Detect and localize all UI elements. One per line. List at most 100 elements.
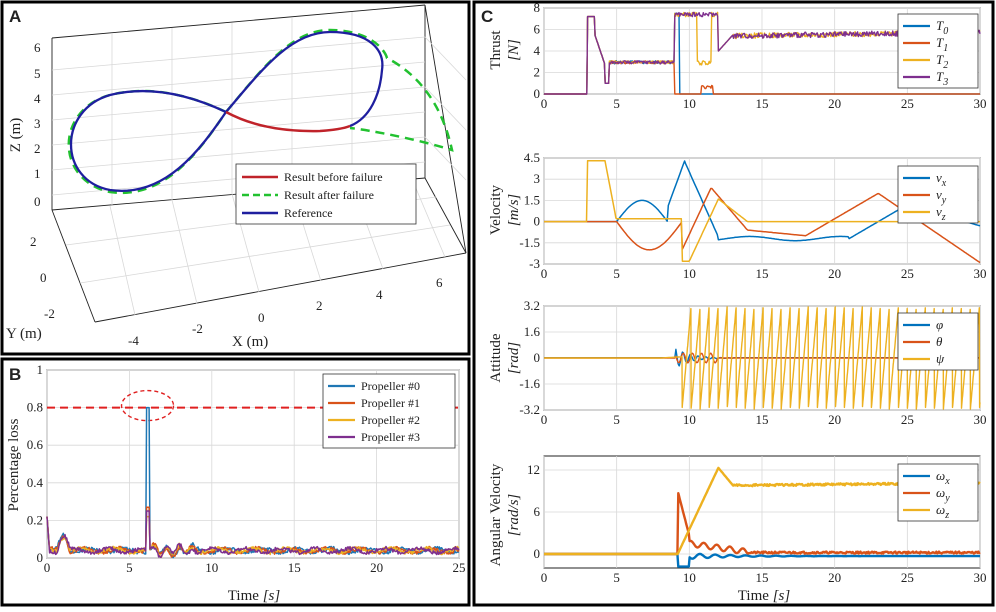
legend-symbol: T <box>936 35 944 50</box>
legend-symbol: φ <box>936 317 943 332</box>
velocity-ylabel: Velocity <box>488 185 504 235</box>
y-tick: 0 <box>40 270 47 285</box>
3d-grid <box>51 12 467 316</box>
attitude-legend-label: ψ <box>936 351 945 366</box>
reference-curve <box>69 30 384 193</box>
velocity-y-tick: -1.5 <box>519 235 540 250</box>
y-axis-label: Y (m) <box>6 326 42 342</box>
legend-symbol: T <box>936 52 944 67</box>
panel-b-y-tick: 0.8 <box>27 400 43 415</box>
y-axis-ticks: 2 0 -2 <box>30 234 55 321</box>
panel-b-legend-label: Propeller #3 <box>361 430 420 444</box>
panel-b-x-tick: 10 <box>205 560 218 575</box>
thrust-x-tick: 30 <box>974 96 987 111</box>
velocity-x-tick: 25 <box>901 266 914 281</box>
angular-x-tick: 30 <box>974 570 987 585</box>
thrust-legend-label: T1 <box>936 35 948 54</box>
velocity-x-tick: 30 <box>974 266 987 281</box>
panel-b-y-tick: 0.4 <box>27 475 44 490</box>
xlabel-text: Time <box>228 588 263 604</box>
thrust-yunit: [N] <box>506 39 522 61</box>
panel-a-letter: A <box>9 7 21 26</box>
panel-b-legend-label: Propeller #0 <box>361 379 420 393</box>
angular-ylabel: Angular Velocity <box>488 463 504 566</box>
legend-subscript: 2 <box>943 60 948 71</box>
x-axis-label: X (m) <box>232 334 268 350</box>
legend-symbol: T <box>936 69 944 84</box>
attitude-x-tick: 20 <box>828 412 841 427</box>
legend-symbol: v <box>936 204 942 219</box>
legend-symbol: v <box>936 187 942 202</box>
velocity-x-tick: 15 <box>756 266 769 281</box>
attitude-ylabel: Attitude <box>488 333 504 383</box>
panel-b-x-tick: 15 <box>288 560 301 575</box>
attitude-legend-label: θ <box>936 334 943 349</box>
thrust-y-tick: 6 <box>534 22 541 37</box>
attitude-y-tick: -1.6 <box>519 376 540 391</box>
before-failure-curve <box>225 110 351 133</box>
xlabel-text: Time <box>738 588 773 604</box>
legend-symbol: T <box>936 18 944 33</box>
legend-symbol: ω <box>936 502 945 517</box>
angular-legend-box <box>897 463 979 522</box>
angular-legend-label: ωx <box>936 468 950 487</box>
panel-c-frame <box>472 0 995 607</box>
attitude-y-tick: 3.2 <box>524 298 540 313</box>
y-tick: 2 <box>30 234 37 249</box>
velocity-x-tick: 0 <box>541 266 548 281</box>
velocity-y-tick: 3 <box>534 171 541 186</box>
z-tick: 6 <box>34 40 41 55</box>
attitude-x-tick: 15 <box>756 412 769 427</box>
angular-legend-label: ωz <box>936 502 949 521</box>
legend-symbol: v <box>936 170 942 185</box>
thrust-y-tick: 4 <box>534 43 541 58</box>
legend-subscript: y <box>944 493 950 504</box>
thrust-x-tick: 25 <box>901 96 914 111</box>
angular-x-tick: 15 <box>756 570 769 585</box>
panel-b-letter: B <box>9 365 21 384</box>
thrust-y-tick: 2 <box>534 65 541 80</box>
attitude-x-tick: 0 <box>541 412 548 427</box>
attitude-legend-label: φ <box>936 317 943 332</box>
attitude-x-tick: 5 <box>613 412 620 427</box>
attitude-x-tick: 25 <box>901 412 914 427</box>
z-tick: 1 <box>34 166 41 181</box>
z-axis-ticks: 6 5 4 3 2 1 0 <box>34 40 41 209</box>
panel-b-legend-label: Propeller #1 <box>361 396 420 410</box>
legend-label-reference: Reference <box>284 206 333 220</box>
velocity-legend-label: vz <box>936 204 946 223</box>
legend-subscript: 3 <box>942 77 948 88</box>
angular-legend-label: ωy <box>936 485 950 504</box>
thrust-y-tick: 0 <box>534 86 541 101</box>
x-tick: 4 <box>376 287 383 302</box>
attitude-y-tick: -3.2 <box>519 402 540 417</box>
panel-b-frame <box>0 357 471 607</box>
legend-subscript: z <box>941 212 946 223</box>
y-tick: -2 <box>44 306 55 321</box>
x-tick: 2 <box>316 298 323 313</box>
x-tick: 6 <box>436 275 443 290</box>
thrust-legend-label: T0 <box>936 18 948 37</box>
thrust-x-tick: 5 <box>613 96 620 111</box>
z-tick: 5 <box>34 66 41 81</box>
thrust-x-tick: 15 <box>756 96 769 111</box>
thrust-y-tick: 8 <box>534 0 541 15</box>
legend-symbol: ω <box>936 485 945 500</box>
panel-b-x-tick: 5 <box>126 560 133 575</box>
legend-subscript: x <box>944 476 950 487</box>
panel-a-frame <box>0 0 471 356</box>
legend-subscript: z <box>944 510 949 521</box>
velocity-yunit: [m/s] <box>506 194 522 227</box>
panel-b-x-tick: 25 <box>453 560 466 575</box>
thrust-x-tick: 10 <box>683 96 696 111</box>
panel-b-x-tick: 20 <box>370 560 383 575</box>
panel-a: A <box>0 0 471 356</box>
panel-b-y-tick: 0 <box>37 550 44 565</box>
series-3-line <box>46 510 460 559</box>
legend-symbol: ω <box>936 468 945 483</box>
z-tick: 0 <box>34 194 41 209</box>
xlabel-unit: [s] <box>263 588 281 604</box>
